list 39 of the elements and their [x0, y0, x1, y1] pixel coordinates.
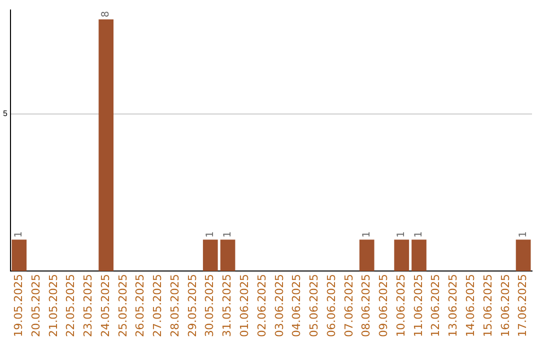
x-tick-label: 05.06.2025	[308, 274, 321, 338]
x-tick-label: 08.06.2025	[360, 274, 373, 338]
x-tick-label: 25.05.2025	[116, 274, 130, 338]
x-tick-label: 27.05.2025	[151, 274, 164, 338]
data-label: 1	[14, 231, 25, 238]
x-tick-label: 19.05.2025	[12, 274, 25, 338]
x-tick-label: 30.05.2025	[203, 274, 216, 338]
x-tick-label: 15.06.2025	[481, 274, 494, 338]
x-tick-label: 12.06.2025	[429, 274, 442, 338]
x-tick-label: 26.05.2025	[134, 274, 147, 338]
x-tick-label: 13.06.2025	[446, 274, 460, 338]
data-label: 8	[100, 11, 112, 18]
x-tick-label: 09.06.2025	[377, 274, 390, 338]
x-tick-label: 07.06.2025	[342, 274, 356, 338]
x-tick-label: 29.05.2025	[186, 274, 199, 338]
x-tick-label: 06.06.2025	[324, 274, 338, 338]
x-tick-label: 04.06.2025	[290, 274, 304, 338]
data-label: 1	[414, 231, 425, 238]
x-tick-label: 23.05.2025	[82, 274, 95, 338]
x-tick-label: 31.05.2025	[220, 274, 234, 338]
x-tick-label: 03.06.2025	[272, 274, 286, 338]
x-tick-label: 17.06.2025	[516, 274, 530, 338]
x-tick-label: 10.06.2025	[394, 274, 408, 338]
data-label: 1	[396, 231, 408, 238]
x-tick-label: 02.06.2025	[255, 274, 268, 338]
data-label: 1	[204, 231, 216, 238]
data-label: 1	[222, 231, 234, 238]
x-tick-label: 01.06.2025	[238, 274, 252, 338]
data-label: 1	[518, 231, 529, 238]
x-tick-label: 28.05.2025	[168, 274, 182, 338]
x-tick-label: 21.05.2025	[46, 274, 60, 338]
x-tick-label: 16.06.2025	[498, 274, 512, 338]
data-label: 1	[361, 231, 372, 238]
x-tick-label: 14.06.2025	[464, 274, 478, 338]
y-tick-label: 5	[2, 108, 8, 118]
x-tick-label: 11.06.2025	[412, 274, 425, 338]
x-tick-label: 24.05.2025	[98, 274, 112, 338]
x-tick-label: 22.05.2025	[64, 274, 78, 338]
x-tick-label: 20.05.2025	[29, 274, 42, 338]
